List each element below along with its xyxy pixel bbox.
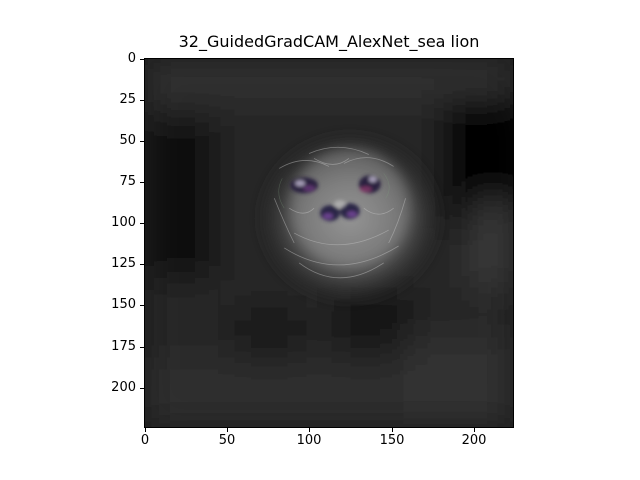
texture-lines bbox=[273, 146, 406, 279]
y-tick-mark bbox=[140, 264, 144, 265]
figure-title: 32_GuidedGradCAM_AlexNet_sea lion bbox=[178, 32, 480, 51]
y-tick-mark bbox=[140, 141, 144, 142]
x-tick-label: 0 bbox=[140, 433, 150, 448]
y-tick-mark bbox=[140, 388, 144, 389]
background-blotches bbox=[145, 59, 513, 427]
y-tick-mark bbox=[140, 59, 144, 60]
nose bbox=[320, 200, 360, 222]
y-tick-mark bbox=[140, 305, 144, 306]
guided-gradcam-image bbox=[145, 59, 513, 427]
y-tick-label: 200 bbox=[111, 380, 136, 395]
eye-right bbox=[358, 175, 381, 194]
y-tick-label: 150 bbox=[111, 297, 136, 312]
x-tick-mark bbox=[392, 428, 393, 432]
eye-left bbox=[290, 177, 319, 194]
y-tick-mark bbox=[140, 100, 144, 101]
image-axes bbox=[144, 58, 514, 428]
y-tick-label: 75 bbox=[119, 174, 136, 189]
y-tick-label: 100 bbox=[111, 215, 136, 230]
y-tick-label: 175 bbox=[111, 339, 136, 354]
y-tick-label: 25 bbox=[119, 92, 136, 107]
y-tick-label: 125 bbox=[111, 256, 136, 271]
texture-tint bbox=[278, 173, 390, 209]
x-tick-label: 150 bbox=[379, 433, 405, 448]
y-tick-label: 50 bbox=[119, 133, 136, 148]
y-tick-mark bbox=[140, 223, 144, 224]
x-tick-mark bbox=[474, 428, 475, 432]
x-tick-mark bbox=[145, 428, 146, 432]
x-tick-label: 50 bbox=[218, 433, 236, 448]
y-tick-mark bbox=[140, 347, 144, 348]
x-tick-label: 200 bbox=[461, 433, 487, 448]
y-tick-mark bbox=[140, 182, 144, 183]
y-tick-label: 0 bbox=[127, 51, 136, 66]
x-tick-mark bbox=[227, 428, 228, 432]
x-tick-label: 100 bbox=[296, 433, 322, 448]
x-tick-mark bbox=[309, 428, 310, 432]
